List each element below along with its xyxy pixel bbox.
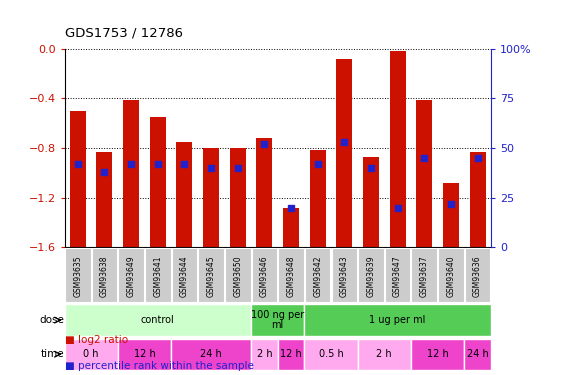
FancyBboxPatch shape — [198, 248, 224, 302]
Text: 1 ug per ml: 1 ug per ml — [370, 315, 426, 325]
FancyBboxPatch shape — [91, 248, 117, 302]
Bar — [176, 142, 192, 247]
Text: 100 ng per
ml: 100 ng per ml — [251, 310, 304, 330]
FancyBboxPatch shape — [278, 248, 304, 302]
Text: 12 h: 12 h — [427, 349, 448, 359]
Text: 12 h: 12 h — [280, 349, 302, 359]
Text: 0 h: 0 h — [84, 349, 99, 359]
Bar — [96, 152, 112, 247]
Bar — [256, 138, 273, 247]
Text: GSM93639: GSM93639 — [366, 256, 375, 297]
Text: GSM93637: GSM93637 — [420, 256, 429, 297]
FancyBboxPatch shape — [145, 248, 171, 302]
Text: GSM93642: GSM93642 — [313, 256, 322, 297]
Bar — [123, 100, 139, 247]
Bar — [310, 150, 325, 247]
FancyBboxPatch shape — [465, 339, 491, 370]
Text: GSM93645: GSM93645 — [206, 256, 215, 297]
FancyBboxPatch shape — [304, 304, 491, 336]
Bar — [230, 148, 246, 247]
Bar — [416, 100, 432, 247]
FancyBboxPatch shape — [65, 304, 251, 336]
FancyBboxPatch shape — [438, 248, 464, 302]
FancyBboxPatch shape — [118, 248, 144, 302]
FancyBboxPatch shape — [411, 248, 437, 302]
Text: time: time — [40, 349, 64, 359]
FancyBboxPatch shape — [251, 339, 278, 370]
FancyBboxPatch shape — [358, 339, 411, 370]
Text: GDS1753 / 12786: GDS1753 / 12786 — [65, 26, 182, 39]
FancyBboxPatch shape — [385, 248, 411, 302]
Bar — [150, 117, 166, 247]
Text: GSM93644: GSM93644 — [180, 256, 189, 297]
FancyBboxPatch shape — [225, 248, 251, 302]
Bar — [203, 148, 219, 247]
Bar — [470, 152, 485, 247]
FancyBboxPatch shape — [358, 248, 384, 302]
Text: GSM93646: GSM93646 — [260, 256, 269, 297]
FancyBboxPatch shape — [118, 339, 171, 370]
Text: 2 h: 2 h — [376, 349, 392, 359]
Text: GSM93649: GSM93649 — [127, 256, 136, 297]
Bar — [283, 207, 299, 247]
FancyBboxPatch shape — [171, 339, 251, 370]
FancyBboxPatch shape — [251, 248, 277, 302]
Text: control: control — [141, 315, 174, 325]
Text: dose: dose — [39, 315, 64, 325]
Text: 2 h: 2 h — [256, 349, 272, 359]
FancyBboxPatch shape — [65, 248, 91, 302]
FancyBboxPatch shape — [65, 339, 118, 370]
FancyBboxPatch shape — [278, 339, 304, 370]
Bar — [389, 51, 406, 247]
FancyBboxPatch shape — [411, 339, 465, 370]
Text: GSM93643: GSM93643 — [340, 256, 349, 297]
Text: 0.5 h: 0.5 h — [319, 349, 343, 359]
FancyBboxPatch shape — [172, 248, 197, 302]
Text: ■ log2 ratio: ■ log2 ratio — [65, 335, 128, 345]
Text: GSM93650: GSM93650 — [233, 256, 242, 297]
Bar — [443, 183, 459, 247]
Text: GSM93647: GSM93647 — [393, 256, 402, 297]
Text: GSM93635: GSM93635 — [73, 256, 82, 297]
FancyBboxPatch shape — [251, 304, 304, 336]
Bar — [70, 111, 86, 247]
Text: GSM93648: GSM93648 — [287, 256, 296, 297]
FancyBboxPatch shape — [304, 339, 358, 370]
FancyBboxPatch shape — [332, 248, 357, 302]
FancyBboxPatch shape — [465, 248, 490, 302]
Text: 24 h: 24 h — [200, 349, 222, 359]
Text: GSM93636: GSM93636 — [473, 256, 482, 297]
Text: 24 h: 24 h — [467, 349, 489, 359]
FancyBboxPatch shape — [305, 248, 330, 302]
Text: ■ percentile rank within the sample: ■ percentile rank within the sample — [65, 361, 254, 371]
Text: 12 h: 12 h — [134, 349, 155, 359]
Bar — [363, 157, 379, 247]
Bar — [336, 58, 352, 247]
Text: GSM93641: GSM93641 — [153, 256, 162, 297]
Text: GSM93638: GSM93638 — [100, 256, 109, 297]
Text: GSM93640: GSM93640 — [447, 256, 456, 297]
